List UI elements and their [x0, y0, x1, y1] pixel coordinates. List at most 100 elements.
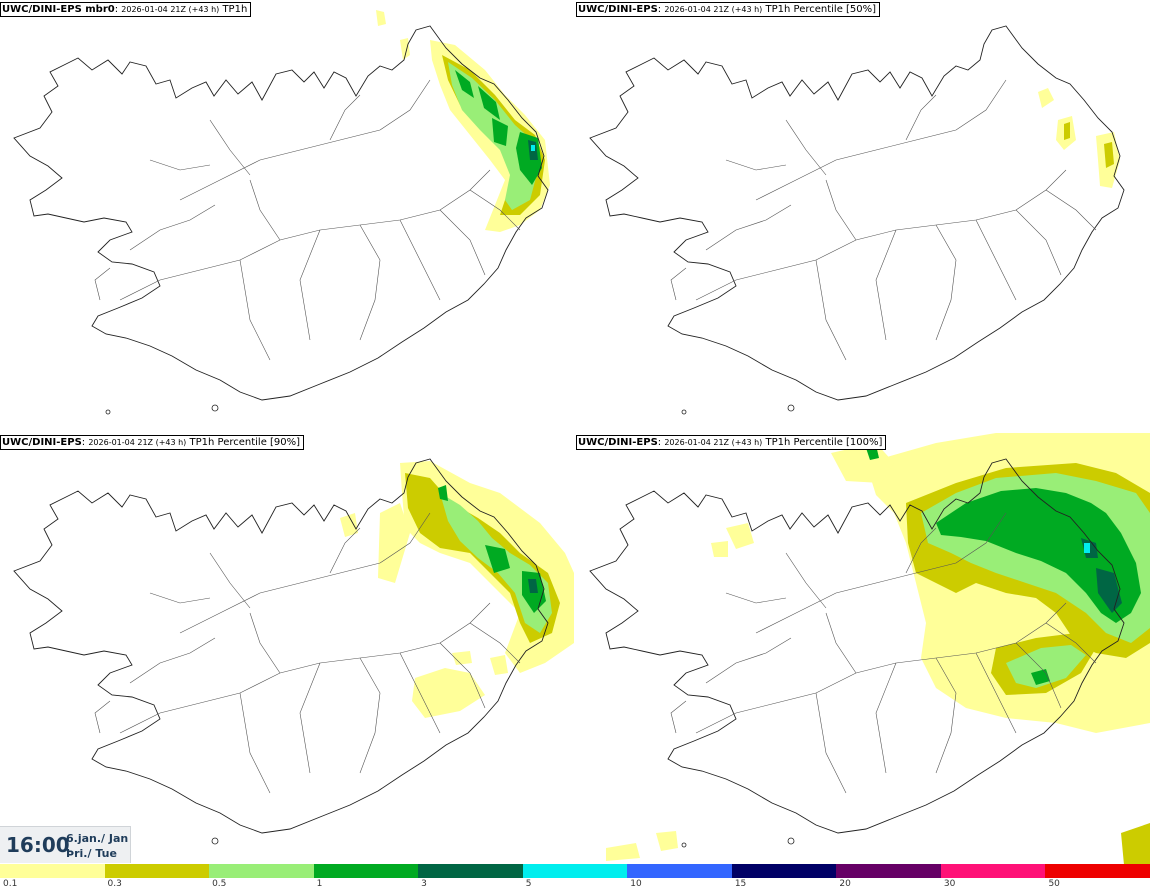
legend-swatch: [313, 864, 420, 878]
legend-tick-label: 5: [525, 879, 532, 889]
road-line: [239, 692, 271, 794]
precip-contour: [726, 523, 754, 549]
road-line: [975, 652, 1017, 734]
legend-swatch: [836, 864, 942, 878]
map-panel-percentile-100: UWC/DINI-EPS: 2026-01-04 21Z (+43 h) TP1…: [576, 433, 1150, 865]
road-line: [439, 642, 486, 709]
iceland-coastline: [13, 25, 549, 401]
precip-contour: [606, 843, 640, 861]
panel-title: UWC/DINI-EPS: 2026-01-04 21Z (+43 h) TP1…: [576, 435, 887, 450]
map-panel-percentile-50: UWC/DINI-EPS: 2026-01-04 21Z (+43 h) TP1…: [576, 0, 1150, 432]
road-line: [935, 224, 957, 341]
road-line: [725, 159, 787, 171]
precip-contour: [528, 579, 538, 593]
road-line: [905, 94, 937, 141]
road-line: [249, 179, 281, 241]
road-line: [875, 229, 897, 341]
road-line: [1015, 209, 1062, 276]
precip-contour: [490, 655, 508, 675]
road-line: [825, 612, 857, 674]
island-outline: [681, 409, 687, 415]
panel-title: UWC/DINI-EPS: 2026-01-04 21Z (+43 h) TP1…: [0, 435, 305, 450]
road-line: [329, 527, 361, 574]
precip-contour: [1006, 645, 1086, 688]
precip-contour: [936, 488, 1141, 623]
legend-tick-label: 50: [1048, 879, 1060, 889]
road-line: [94, 700, 111, 734]
road-line: [179, 512, 431, 634]
road-line: [299, 229, 321, 341]
road-line: [329, 94, 361, 141]
precip-contour: [656, 831, 678, 851]
precip-contour: [455, 70, 474, 98]
legend-swatch: [1045, 864, 1150, 878]
precip-contour: [1064, 122, 1070, 140]
road-line: [825, 179, 857, 241]
precip-contour: [340, 513, 358, 537]
precip-contour: [400, 38, 410, 60]
legend-swatch: [940, 864, 1047, 878]
precip-contour: [531, 145, 535, 151]
legend-tick-label: 0.3: [107, 879, 122, 889]
precip-contour: [1121, 823, 1150, 865]
panel-title: UWC/DINI-EPS: 2026-01-04 21Z (+43 h) TP1…: [576, 2, 881, 17]
road-line: [905, 527, 937, 574]
precip-contour: [831, 443, 894, 483]
precip-contour: [378, 503, 410, 583]
road-line: [785, 552, 827, 609]
legend-tick-label: 15: [734, 879, 747, 889]
road-line: [975, 219, 1017, 301]
map-canvas: [589, 433, 1150, 865]
road-line: [815, 259, 847, 361]
map-canvas: [13, 458, 574, 848]
road-line: [129, 204, 216, 251]
valid-date-line1: 6.jan./ Jan: [66, 832, 129, 845]
road-line: [670, 267, 687, 301]
road-line: [299, 662, 321, 774]
legend-tick-label: 0.1: [3, 879, 18, 889]
legend-swatch: [0, 864, 106, 878]
road-line: [785, 119, 827, 176]
precip-contour: [478, 86, 500, 120]
valid-time: 16:00: [6, 833, 70, 857]
precip-contour: [412, 668, 485, 718]
legend-swatch: [104, 864, 211, 878]
road-line: [399, 219, 441, 301]
island-outline: [211, 837, 219, 845]
road-line: [149, 592, 211, 604]
legend-tick-label: 0.5: [212, 879, 227, 889]
precip-contour: [376, 10, 386, 26]
precip-contour: [452, 651, 472, 665]
map-panel-member0: UWC/DINI-EPS mbr0: 2026-01-04 21Z (+43 h…: [0, 0, 574, 432]
legend-swatch: [522, 864, 629, 878]
valid-time-box: 16:00 6.jan./ Jan Þri./ Tue: [0, 826, 131, 863]
road-line: [469, 189, 521, 231]
road-line: [209, 119, 251, 176]
precip-contour: [1104, 142, 1114, 168]
road-line: [670, 700, 687, 734]
legend-swatch: [731, 864, 838, 878]
precip-color-legend: 0.1 0.3 0.5 1 3 5 10 15 20 30 50: [0, 862, 1150, 891]
panel-title: UWC/DINI-EPS mbr0: 2026-01-04 21Z (+43 h…: [0, 2, 252, 17]
road-line: [1045, 622, 1097, 664]
road-line: [94, 267, 111, 301]
iceland-coastline: [13, 458, 549, 834]
iceland-coastline: [589, 458, 1125, 834]
road-line: [439, 209, 486, 276]
precip-contour: [1031, 669, 1050, 685]
legend-swatch: [209, 864, 315, 878]
road-line: [209, 552, 251, 609]
legend-swatch: [627, 864, 733, 878]
island-outline: [681, 842, 687, 848]
road-line: [1045, 189, 1097, 231]
road-line: [359, 657, 381, 774]
iceland-coastline: [589, 25, 1125, 401]
legend-swatch: [418, 864, 524, 878]
island-outline: [105, 409, 111, 415]
map-canvas: [13, 10, 550, 415]
road-line: [705, 637, 792, 684]
road-line: [875, 662, 897, 774]
road-line: [705, 204, 792, 251]
island-outline: [211, 404, 219, 412]
valid-date-line2: Þri./ Tue: [66, 847, 117, 860]
